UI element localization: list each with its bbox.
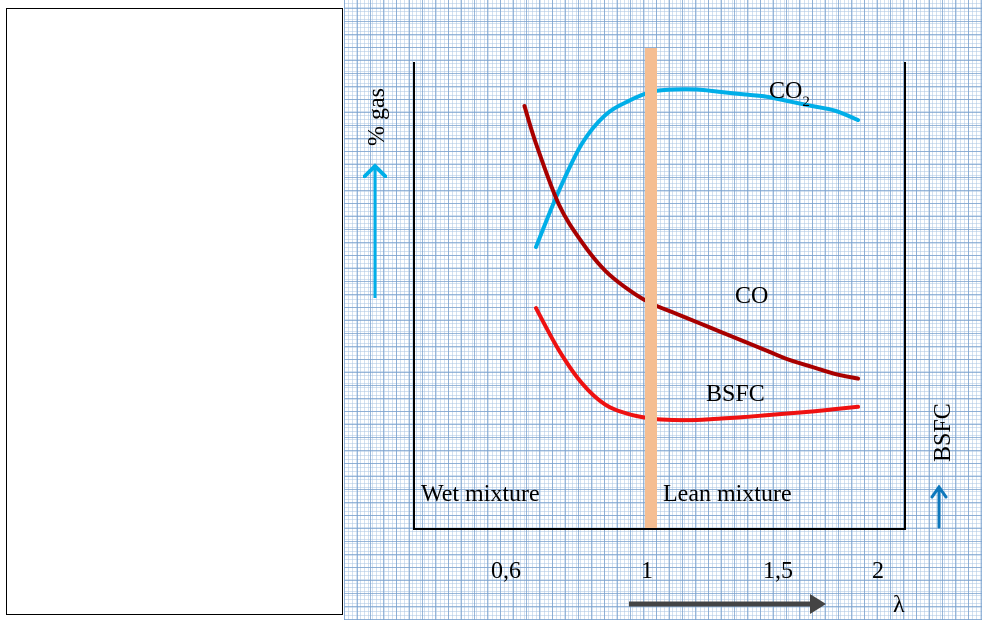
x-tick-label: 2	[872, 558, 884, 584]
y-axis-label-bsfc: BSFC	[930, 403, 956, 462]
bsfc-arrow	[930, 484, 948, 529]
region-label-lean: Lean mixture	[663, 481, 792, 507]
series-line-co	[522, 104, 860, 381]
series-line-bsfc	[534, 306, 860, 423]
x-tick-label: 1,5	[763, 558, 793, 584]
series-label-co: CO	[735, 283, 768, 309]
y-axis-label-gas: % gas	[364, 88, 390, 146]
x-tick-label: 1	[641, 558, 653, 584]
chart-area: CO2 CO BSFC Wet mixture Lean mixture % g…	[344, 0, 982, 620]
lambda-arrow	[629, 594, 826, 614]
x-axis-label: λ	[893, 592, 905, 618]
series-label-bsfc: BSFC	[706, 381, 765, 407]
series-label-co2: CO2	[769, 78, 810, 110]
x-tick-label: 0,6	[491, 558, 521, 584]
blank-panel	[6, 8, 343, 615]
region-label-wet: Wet mixture	[421, 481, 540, 507]
series-line-co2	[534, 87, 860, 249]
stoichiometric-marker	[645, 48, 657, 528]
chart-svg: CO2 CO BSFC Wet mixture Lean mixture % g…	[344, 48, 956, 618]
